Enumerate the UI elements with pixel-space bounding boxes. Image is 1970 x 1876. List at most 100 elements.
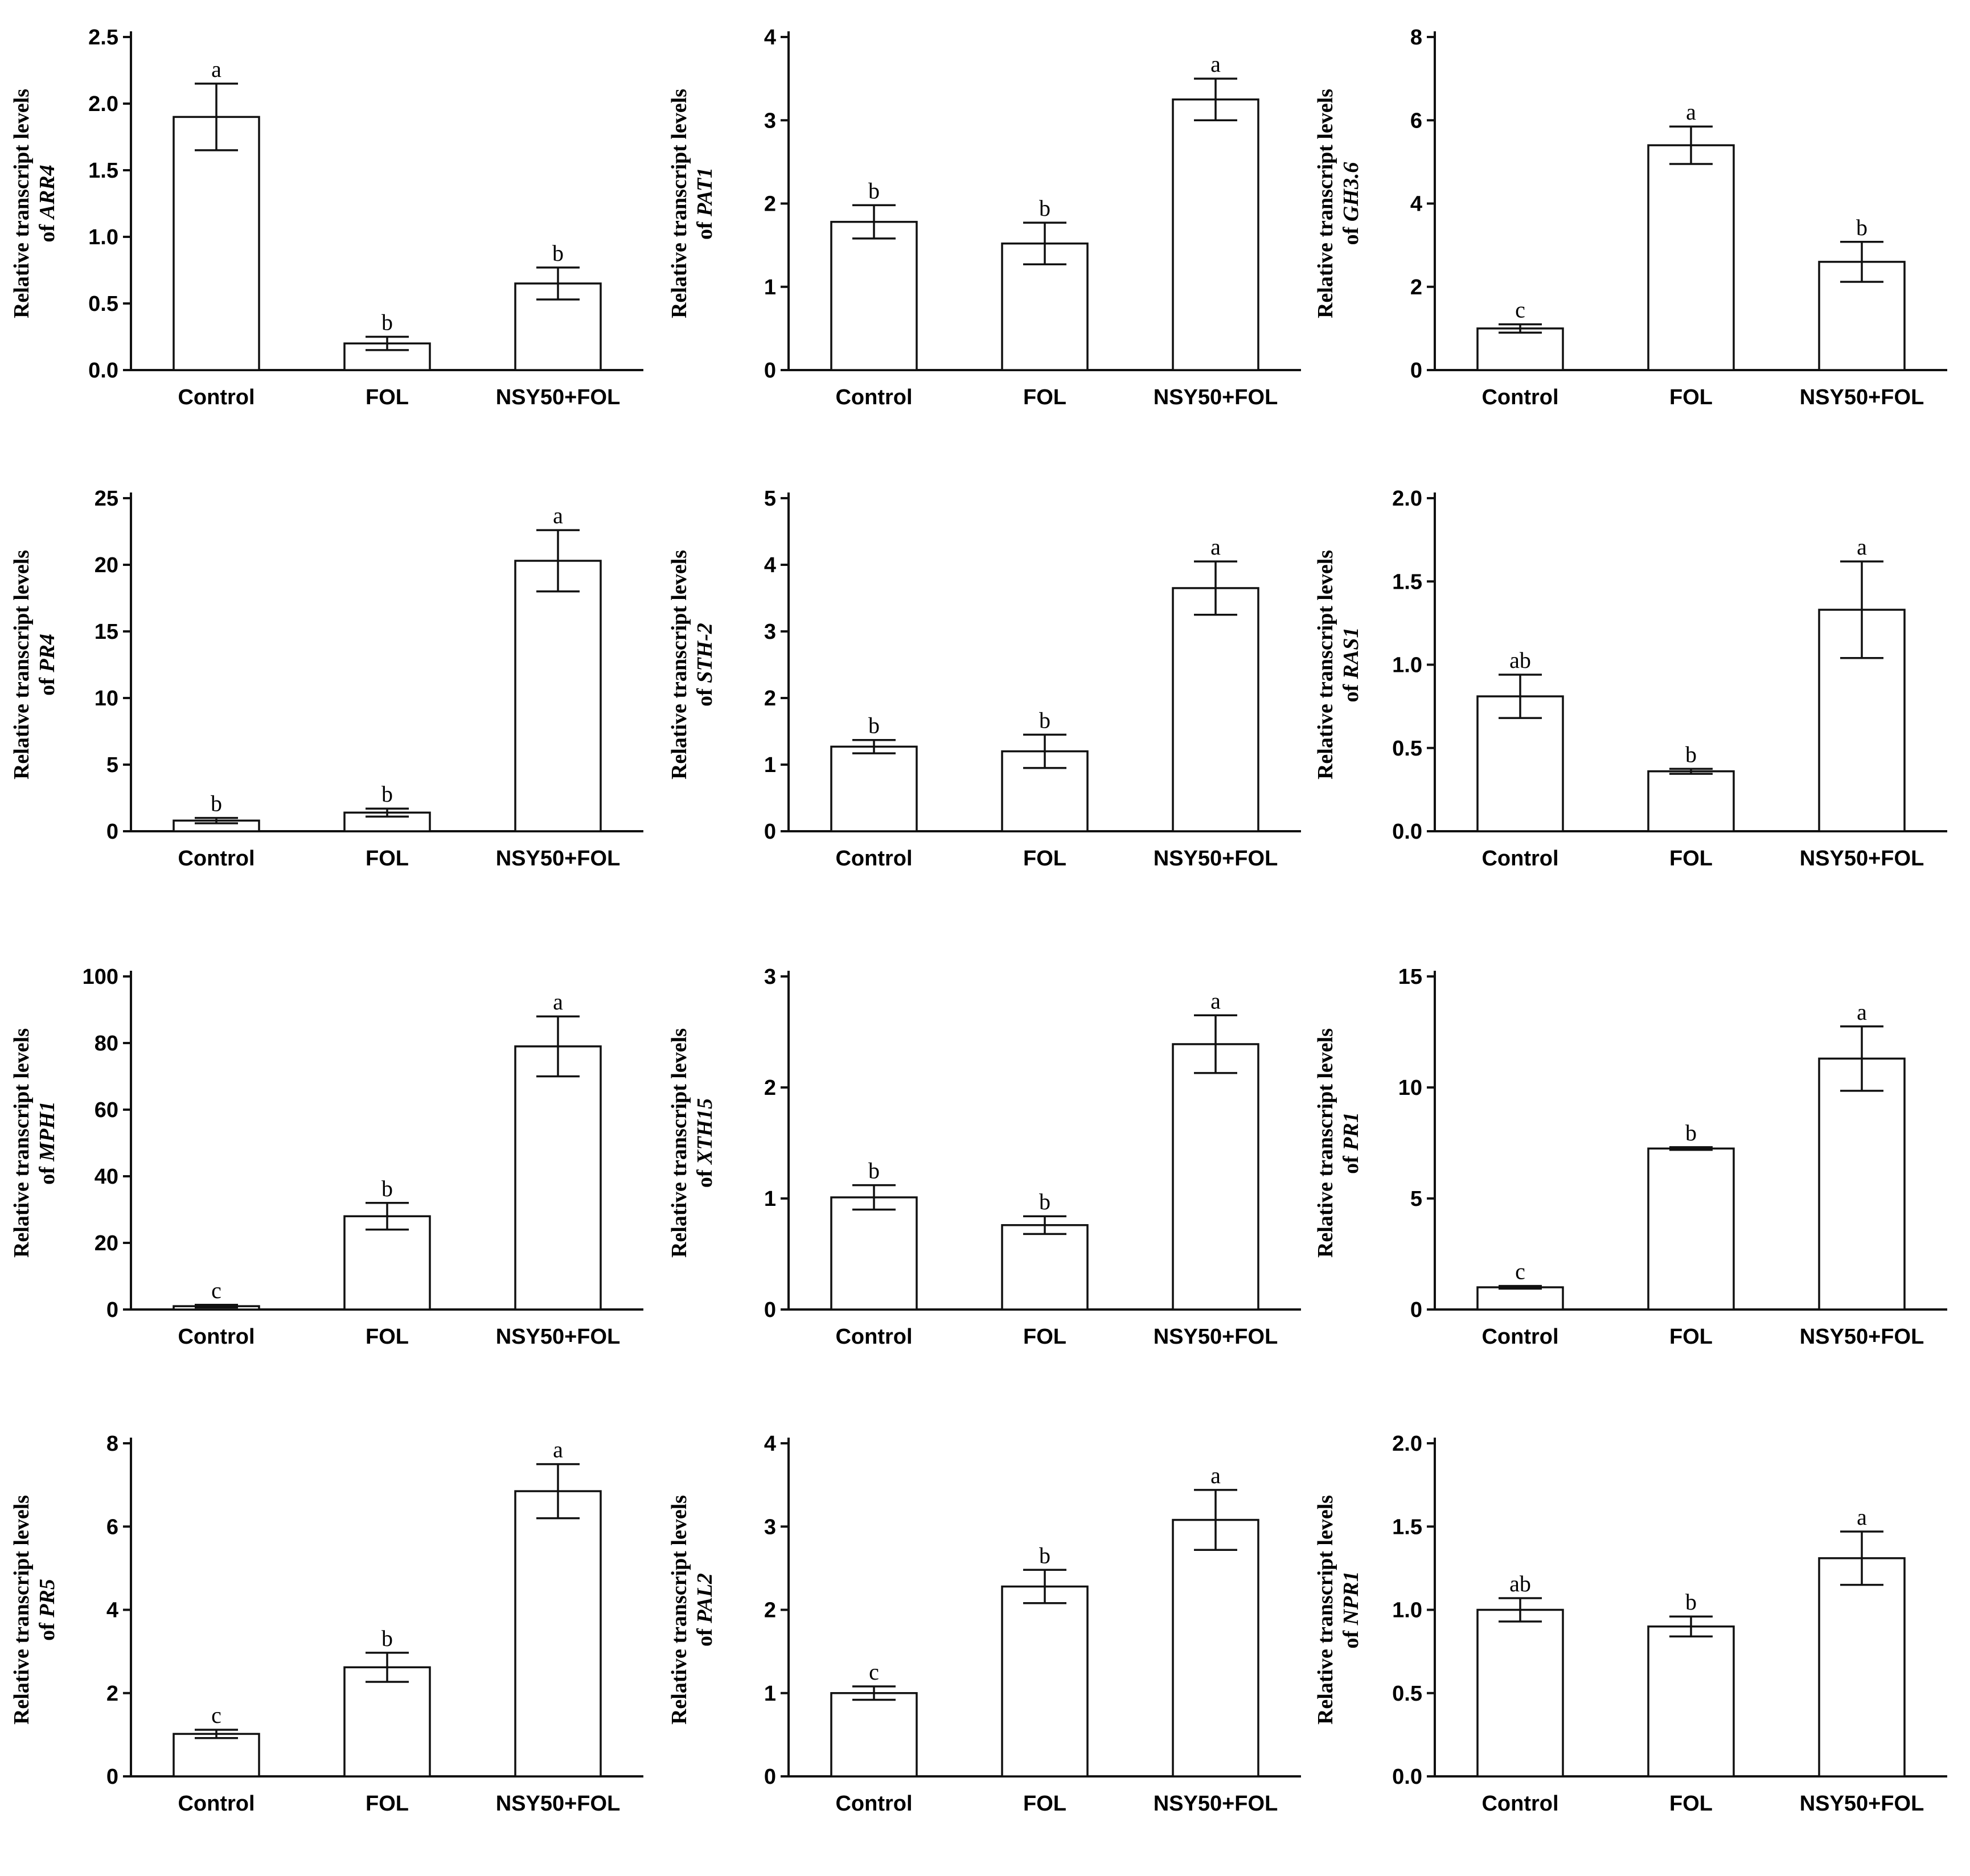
significance-letter: a bbox=[1210, 1463, 1221, 1488]
significance-letter: b bbox=[868, 713, 880, 738]
y-axis-label-prefix: of bbox=[693, 1164, 717, 1188]
significance-letter: c bbox=[211, 1278, 221, 1303]
bar bbox=[343, 1666, 431, 1778]
bar-chart: 0 20 40 60 80 100 c Control b FOL a NSY50+FOL Relati… bbox=[10, 965, 643, 1349]
bar bbox=[514, 1490, 602, 1778]
significance-letter: b bbox=[1685, 741, 1697, 767]
bar-chart: 0 2 4 6 8 c Control a FOL b NSY50+FOL Relative tran… bbox=[1314, 26, 1947, 409]
y-axis-label: Relative transcript levels of PR5 bbox=[10, 1495, 59, 1725]
y-axis-label-line2: of RAS1 bbox=[1339, 627, 1363, 703]
x-tick-label: Control bbox=[178, 1325, 255, 1349]
x-tick-label: NSY50+FOL bbox=[1800, 847, 1924, 871]
x-tick-label: NSY50+FOL bbox=[496, 847, 621, 871]
y-axis-label-line1: Relative transcript levels bbox=[667, 550, 691, 779]
y-tick-label: 2 bbox=[764, 1599, 776, 1623]
significance-letter: ab bbox=[1509, 647, 1531, 673]
y-tick-label: 2.0 bbox=[88, 92, 118, 116]
significance-letter: a bbox=[553, 989, 563, 1015]
significance-letter: a bbox=[553, 503, 563, 528]
y-axis-label-line2: of PAL2 bbox=[693, 1573, 717, 1647]
y-axis-label-gene: PR5 bbox=[35, 1579, 59, 1618]
y-axis-label-prefix: of bbox=[1339, 1625, 1363, 1648]
y-tick-label: 4 bbox=[106, 1599, 118, 1623]
y-axis-label-prefix: of bbox=[1339, 221, 1363, 245]
bar bbox=[1476, 327, 1564, 371]
bar-chart: 0 1 2 3 b Control b FOL a NSY50+FOL Relative trans… bbox=[667, 965, 1301, 1349]
y-tick-label: 100 bbox=[83, 965, 118, 989]
y-axis-label-line1: Relative transcript levels bbox=[1314, 1028, 1337, 1258]
y-tick-label: 0 bbox=[764, 820, 776, 844]
y-tick-label: 0.0 bbox=[1392, 820, 1422, 844]
chart-panel-arr4: 0.0 0.5 1.0 1.5 2.0 2.5 a Control b FOL b NSY50+FOL… bbox=[0, 11, 655, 467]
significance-letter: b bbox=[381, 1625, 393, 1651]
y-tick-label: 20 bbox=[95, 553, 118, 577]
y-tick-label: 6 bbox=[106, 1515, 118, 1539]
x-tick-label: NSY50+FOL bbox=[1800, 385, 1924, 409]
significance-letter: b bbox=[1039, 195, 1050, 221]
x-tick-label: NSY50+FOL bbox=[1800, 1792, 1924, 1816]
y-axis-label: Relative transcript levels of ARR4 bbox=[10, 89, 59, 318]
bar bbox=[1818, 1557, 1906, 1778]
x-tick-label: FOL bbox=[1023, 1325, 1066, 1349]
y-tick-label: 0 bbox=[1410, 359, 1422, 383]
y-axis-label: Relative transcript levels of PR4 bbox=[10, 550, 59, 779]
bar bbox=[1172, 1518, 1259, 1778]
y-tick-label: 8 bbox=[1410, 26, 1422, 50]
bar bbox=[343, 1215, 431, 1311]
bar bbox=[1647, 144, 1735, 371]
y-tick-label: 2.0 bbox=[1392, 487, 1422, 511]
bar-chart: 0.0 0.5 1.0 1.5 2.0 ab Control b FOL a NSY50+FOL Re… bbox=[1314, 1432, 1947, 1816]
bar bbox=[1001, 1224, 1089, 1311]
significance-letter: a bbox=[1210, 988, 1221, 1013]
chart-panel-pr4: 0 5 10 15 20 25 b Control b FOL a NSY50+FOL Relative… bbox=[0, 473, 655, 928]
y-axis-label-prefix: of bbox=[35, 1618, 59, 1641]
y-axis-label-line2: of PR5 bbox=[35, 1579, 59, 1641]
bar bbox=[514, 560, 602, 832]
significance-letter: a bbox=[1210, 534, 1221, 560]
bar-chart: 0.0 0.5 1.0 1.5 2.0 ab Control b FOL a NSY50+FOL Re… bbox=[1314, 487, 1947, 871]
chart-panel-mph1: 0 20 40 60 80 100 c Control b FOL a NSY50+FOL Relati… bbox=[0, 951, 655, 1406]
y-axis-label-gene: XTH15 bbox=[693, 1098, 717, 1165]
y-tick-label: 60 bbox=[95, 1098, 118, 1122]
y-axis-label-gene: GH3.6 bbox=[1339, 162, 1363, 222]
y-axis-label-line2: of MPH1 bbox=[35, 1101, 59, 1185]
y-tick-label: 0 bbox=[106, 1765, 118, 1789]
y-tick-label: 0.0 bbox=[88, 359, 118, 383]
y-tick-label: 0.5 bbox=[1392, 1682, 1422, 1706]
y-axis-label-line2: of PR4 bbox=[35, 634, 59, 696]
x-tick-label: FOL bbox=[366, 385, 409, 409]
y-axis-label-prefix: of bbox=[35, 672, 59, 696]
significance-letter: b bbox=[868, 178, 880, 203]
y-axis-label: Relative transcript levels of PR1 bbox=[1314, 1028, 1363, 1258]
y-tick-label: 1.5 bbox=[1392, 1515, 1422, 1539]
significance-letter: a bbox=[1210, 51, 1221, 77]
x-tick-label: FOL bbox=[1669, 847, 1713, 871]
y-axis-label-gene: MPH1 bbox=[35, 1101, 59, 1162]
x-tick-label: FOL bbox=[1023, 847, 1066, 871]
x-tick-label: Control bbox=[1481, 385, 1558, 409]
x-tick-label: Control bbox=[835, 1792, 912, 1816]
significance-letter: b bbox=[211, 791, 222, 816]
x-tick-label: NSY50+FOL bbox=[1154, 847, 1278, 871]
y-axis-label-gene: ARR4 bbox=[35, 165, 59, 220]
bar bbox=[1476, 1608, 1564, 1778]
y-tick-label: 4 bbox=[1410, 192, 1422, 216]
y-axis-label-line1: Relative transcript levels bbox=[10, 550, 34, 779]
bar-chart: 0 2 4 6 8 c Control b FOL a NSY50+FOL Relative tran… bbox=[10, 1432, 643, 1816]
bar bbox=[830, 745, 918, 832]
x-tick-label: Control bbox=[835, 1325, 912, 1349]
significance-letter: a bbox=[553, 1437, 563, 1463]
bar-chart: 0 5 10 15 c Control b FOL a NSY50+FOL Relative tra… bbox=[1314, 965, 1947, 1349]
y-tick-label: 1.0 bbox=[1392, 654, 1422, 678]
bar bbox=[1172, 1043, 1259, 1311]
significance-letter: a bbox=[211, 56, 221, 82]
significance-letter: c bbox=[869, 1659, 879, 1685]
y-tick-label: 15 bbox=[1398, 965, 1422, 989]
x-tick-label: Control bbox=[178, 385, 255, 409]
bar bbox=[1647, 1625, 1735, 1778]
x-tick-label: FOL bbox=[366, 1792, 409, 1816]
y-tick-label: 2 bbox=[106, 1682, 118, 1706]
y-tick-label: 5 bbox=[1410, 1187, 1422, 1211]
y-axis-label-line1: Relative transcript levels bbox=[10, 89, 34, 318]
y-tick-label: 1 bbox=[764, 753, 776, 777]
